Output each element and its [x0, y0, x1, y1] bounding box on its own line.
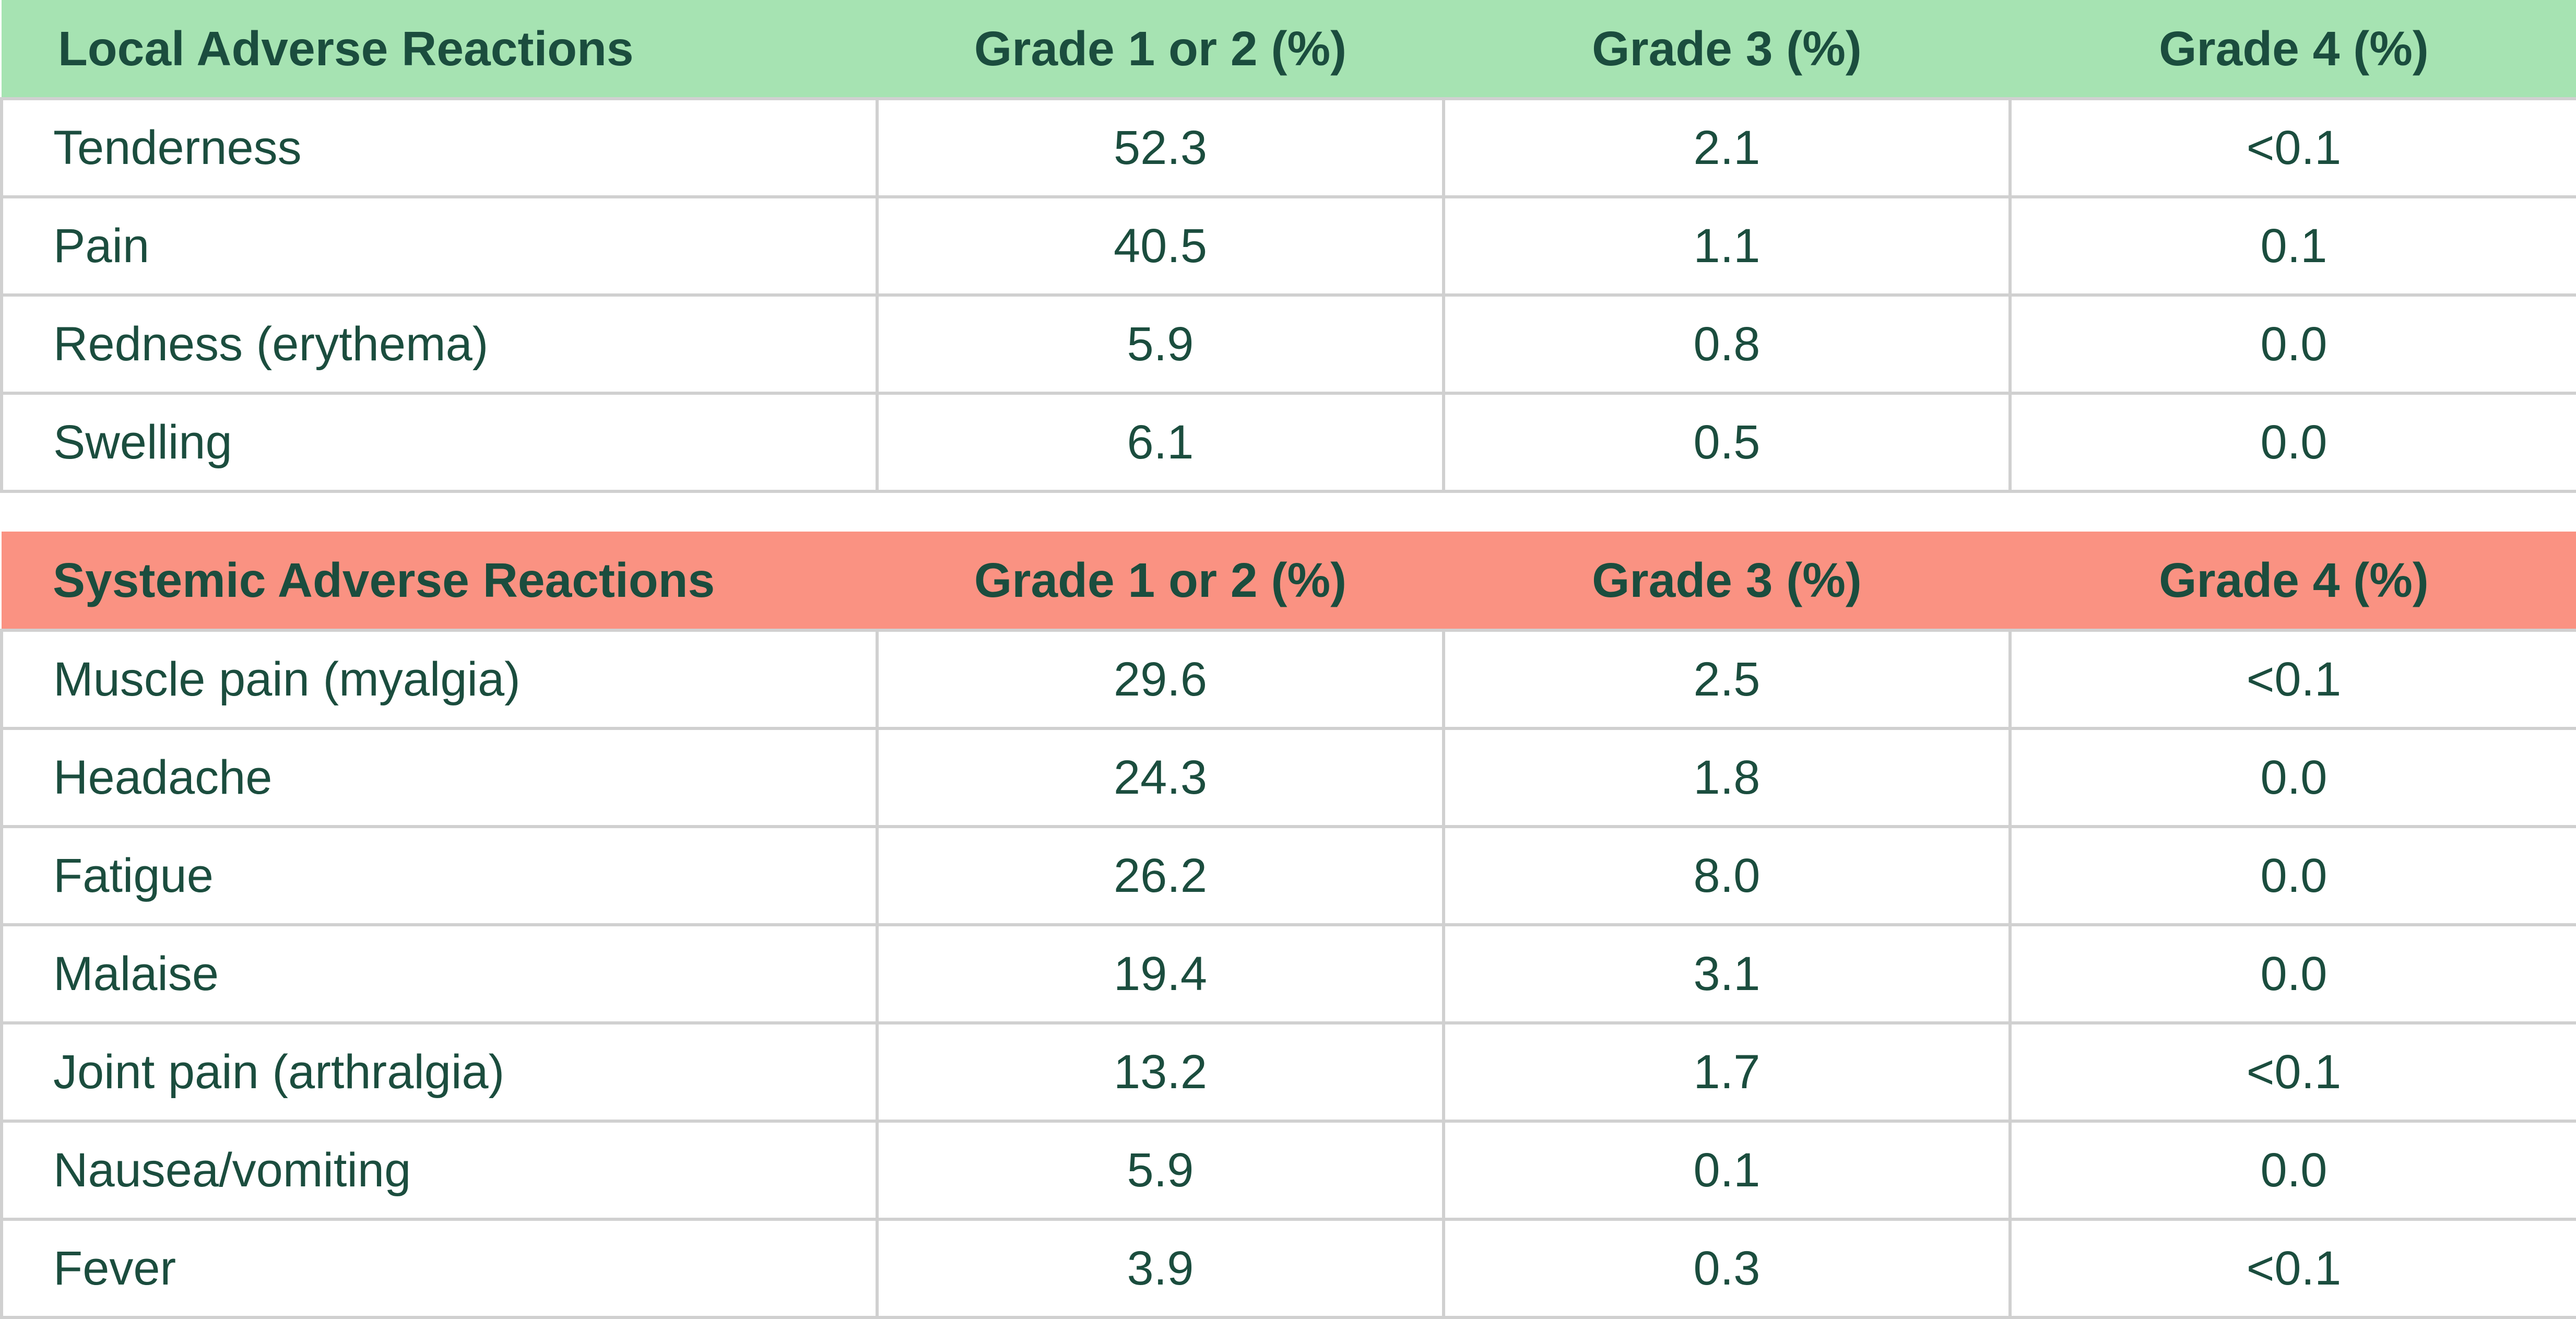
grade-3-value: 3.1 — [1442, 923, 2012, 1024]
table-row: Swelling 6.1 0.5 0.0 — [0, 392, 2576, 493]
systemic-adverse-reactions-table: Systemic Adverse Reactions Grade 1 or 2 … — [0, 532, 2576, 1319]
reaction-name: Pain — [0, 195, 879, 297]
grade-4-value: 0.0 — [2008, 825, 2576, 926]
grade-3-value: 1.8 — [1442, 727, 2012, 828]
table-row: Malaise 19.4 3.1 0.0 — [0, 923, 2576, 1024]
grade-1-2-value: 24.3 — [876, 727, 1445, 828]
systemic-header-grade-4: Grade 4 (%) — [2159, 552, 2429, 607]
grade-4-value: 0.0 — [2008, 293, 2576, 395]
reaction-name: Tenderness — [0, 97, 879, 198]
local-header-category: Local Adverse Reactions — [58, 21, 634, 76]
table-row: Redness (erythema) 5.9 0.8 0.0 — [0, 293, 2576, 395]
reaction-name: Swelling — [0, 392, 879, 493]
reaction-name: Nausea/vomiting — [0, 1120, 879, 1221]
reaction-name: Fatigue — [0, 825, 879, 926]
grade-4-value: <0.1 — [2008, 1021, 2576, 1123]
grade-1-2-value: 6.1 — [876, 392, 1445, 493]
grade-3-value: 0.5 — [1442, 392, 2012, 493]
grade-4-value: <0.1 — [2008, 97, 2576, 198]
reaction-name: Muscle pain (myalgia) — [0, 629, 879, 730]
reaction-name: Fever — [0, 1218, 879, 1319]
grade-1-2-value: 19.4 — [876, 923, 1445, 1024]
table-row: Nausea/vomiting 5.9 0.1 0.0 — [0, 1120, 2576, 1221]
grade-1-2-value: 52.3 — [876, 97, 1445, 198]
systemic-header-grade-1-2: Grade 1 or 2 (%) — [974, 552, 1347, 607]
grade-4-value: 0.0 — [2008, 392, 2576, 493]
grade-4-value: 0.1 — [2008, 195, 2576, 297]
local-header-grade-4: Grade 4 (%) — [2159, 21, 2429, 76]
systemic-table-header-row: Systemic Adverse Reactions Grade 1 or 2 … — [2, 532, 2576, 630]
grade-3-value: 0.1 — [1442, 1120, 2012, 1221]
table-row: Pain 40.5 1.1 0.1 — [0, 195, 2576, 297]
grade-1-2-value: 13.2 — [876, 1021, 1445, 1123]
reaction-name: Headache — [0, 727, 879, 828]
grade-4-value: 0.0 — [2008, 727, 2576, 828]
grade-1-2-value: 29.6 — [876, 629, 1445, 730]
grade-3-value: 8.0 — [1442, 825, 2012, 926]
grade-3-value: 2.1 — [1442, 97, 2012, 198]
grade-1-2-value: 40.5 — [876, 195, 1445, 297]
grade-1-2-value: 3.9 — [876, 1218, 1445, 1319]
local-header-grade-1-2: Grade 1 or 2 (%) — [974, 21, 1347, 76]
systemic-header-grade-3: Grade 3 (%) — [1592, 552, 1862, 607]
local-header-grade-3: Grade 3 (%) — [1592, 21, 1862, 76]
grade-1-2-value: 5.9 — [876, 293, 1445, 395]
grade-1-2-value: 5.9 — [876, 1120, 1445, 1221]
table-row: Tenderness 52.3 2.1 <0.1 — [0, 97, 2576, 198]
grade-4-value: <0.1 — [2008, 629, 2576, 730]
table-row: Muscle pain (myalgia) 29.6 2.5 <0.1 — [0, 629, 2576, 730]
local-table-header-row: Local Adverse Reactions Grade 1 or 2 (%)… — [2, 0, 2576, 99]
systemic-header-category: Systemic Adverse Reactions — [53, 552, 715, 607]
table-row: Joint pain (arthralgia) 13.2 1.7 <0.1 — [0, 1021, 2576, 1123]
table-row: Fatigue 26.2 8.0 0.0 — [0, 825, 2576, 926]
grade-4-value: <0.1 — [2008, 1218, 2576, 1319]
grade-3-value: 0.3 — [1442, 1218, 2012, 1319]
grade-3-value: 1.7 — [1442, 1021, 2012, 1123]
grade-3-value: 0.8 — [1442, 293, 2012, 395]
reaction-name: Malaise — [0, 923, 879, 1024]
local-adverse-reactions-table: Local Adverse Reactions Grade 1 or 2 (%)… — [0, 0, 2576, 493]
grade-4-value: 0.0 — [2008, 923, 2576, 1024]
table-row: Headache 24.3 1.8 0.0 — [0, 727, 2576, 828]
grade-3-value: 1.1 — [1442, 195, 2012, 297]
grade-1-2-value: 26.2 — [876, 825, 1445, 926]
reaction-name: Joint pain (arthralgia) — [0, 1021, 879, 1123]
table-row: Fever 3.9 0.3 <0.1 — [0, 1218, 2576, 1319]
grade-3-value: 2.5 — [1442, 629, 2012, 730]
grade-4-value: 0.0 — [2008, 1120, 2576, 1221]
reaction-name: Redness (erythema) — [0, 293, 879, 395]
